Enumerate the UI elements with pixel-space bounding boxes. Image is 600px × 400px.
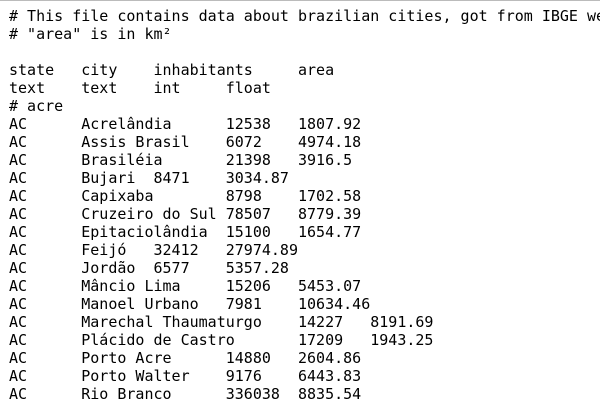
data-line: AC Cruzeiro do Sul 78507 8779.39 [9, 205, 362, 223]
data-line: AC Assis Brasil 6072 4974.18 [9, 133, 362, 151]
header-line: text text int float [9, 79, 271, 97]
header-line: state city inhabitants area [9, 61, 335, 79]
data-line: AC Epitaciolândia 15100 1654.77 [9, 223, 362, 241]
data-line: AC Marechal Thaumaturgo 14227 8191.69 [9, 313, 434, 331]
data-line: AC Capixaba 8798 1702.58 [9, 187, 362, 205]
data-line: AC Acrelândia 12538 1807.92 [9, 115, 362, 133]
comment-line: # "area" is in km² [9, 25, 172, 43]
data-line: AC Brasiléia 21398 3916.5 [9, 151, 353, 169]
data-line: AC Bujari 8471 3034.87 [9, 169, 289, 187]
data-line: AC Manoel Urbano 7981 10634.46 [9, 295, 371, 313]
data-line: AC Rio Branco 336038 8835.54 [9, 385, 362, 400]
comment-line: # This file contains data about brazilia… [9, 7, 600, 25]
section-comment: # acre [9, 97, 64, 115]
data-line: AC Jordão 6577 5357.28 [9, 259, 289, 277]
data-line: AC Feijó 32412 27974.89 [9, 241, 298, 259]
data-line: AC Mâncio Lima 15206 5453.07 [9, 277, 362, 295]
data-line: AC Porto Walter 9176 6443.83 [9, 367, 362, 385]
data-line: AC Porto Acre 14880 2604.86 [9, 349, 362, 367]
data-line: AC Plácido de Castro 17209 1943.25 [9, 331, 434, 349]
